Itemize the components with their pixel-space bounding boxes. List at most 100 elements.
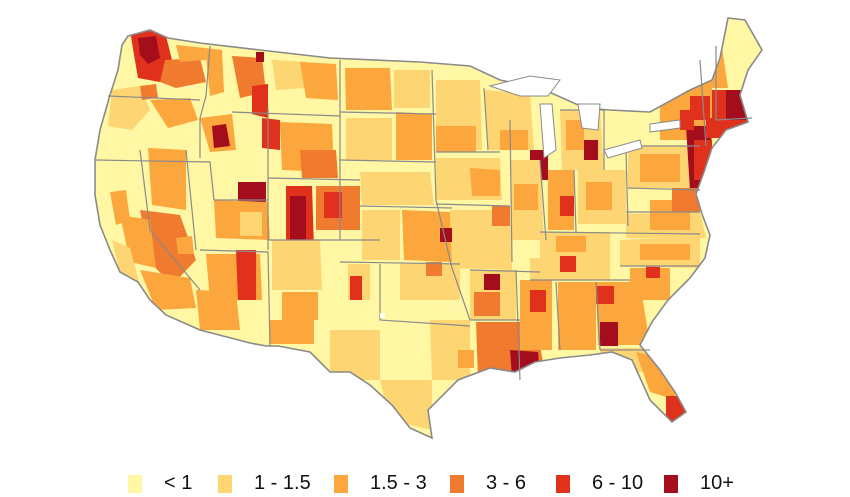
region-az-phx bbox=[236, 250, 256, 300]
region-new-orleans bbox=[510, 350, 540, 380]
region-nc-spots bbox=[640, 244, 690, 260]
region-ok-hot bbox=[350, 276, 362, 300]
border-sd-ne bbox=[339, 159, 437, 163]
border-il-in bbox=[539, 159, 547, 241]
region-wyoming-west bbox=[262, 118, 280, 150]
region-ne-coast bbox=[680, 110, 694, 130]
region-ga-hot bbox=[600, 322, 618, 346]
white-marker bbox=[380, 313, 385, 318]
region-idaho-north bbox=[205, 48, 224, 96]
border-wa-or bbox=[107, 95, 201, 101]
region-mo-stl bbox=[492, 206, 510, 226]
region-ca-coast bbox=[112, 240, 140, 285]
border-ms-al bbox=[555, 281, 561, 351]
us-map-svg bbox=[94, 17, 763, 439]
border-al-ga bbox=[595, 281, 601, 351]
border-id-wa-or bbox=[199, 45, 211, 158]
region-wa-east bbox=[176, 45, 206, 62]
region-atlanta bbox=[596, 286, 614, 304]
legend-swatch bbox=[556, 474, 570, 493]
border-ca-nv bbox=[139, 149, 201, 291]
region-oregon-central bbox=[150, 98, 198, 128]
region-idaho-hot bbox=[212, 124, 230, 148]
region-tx-west bbox=[330, 330, 380, 380]
region-ok-tulsa bbox=[426, 262, 442, 276]
region-ohio-spots bbox=[586, 182, 612, 210]
region-nm-north bbox=[272, 240, 322, 290]
region-portland bbox=[140, 84, 158, 100]
region-seattle-core bbox=[138, 36, 160, 64]
region-ar-spots bbox=[474, 292, 500, 316]
border-wy-co bbox=[267, 177, 361, 181]
legend-label: 1 - 1.5 bbox=[254, 472, 311, 494]
border-or-ca-nv bbox=[95, 159, 215, 201]
border-oh-pa bbox=[625, 149, 629, 227]
border-mo-ar bbox=[469, 269, 541, 273]
border-ia-il bbox=[509, 119, 513, 263]
region-montana-dot bbox=[256, 52, 264, 62]
legend-item: 3 - 6 bbox=[450, 470, 526, 497]
region-mn-south bbox=[436, 126, 476, 152]
region-pa-spots bbox=[640, 154, 680, 182]
region-colorado-front bbox=[324, 192, 342, 218]
border-pa-md bbox=[627, 187, 701, 191]
legend-label: 3 - 6 bbox=[486, 472, 527, 494]
region-il-spots bbox=[514, 184, 538, 210]
region-nd-east bbox=[394, 70, 430, 108]
border-ia-mo bbox=[435, 203, 511, 207]
region-nd-west bbox=[345, 68, 392, 110]
region-las-vegas bbox=[176, 236, 194, 254]
region-ar-hot bbox=[484, 274, 500, 290]
region-sd-east bbox=[396, 112, 432, 160]
state-borders bbox=[94, 17, 763, 439]
region-mi-spots bbox=[566, 120, 584, 150]
region-ne bbox=[360, 172, 434, 205]
region-ct-ri bbox=[706, 118, 726, 138]
region-ny-hot bbox=[690, 96, 710, 120]
border-mt-wy bbox=[231, 111, 341, 117]
lake-michigan bbox=[539, 103, 557, 159]
legend-swatch bbox=[450, 474, 464, 493]
region-ks-east bbox=[402, 210, 452, 262]
region-montana-hot bbox=[252, 84, 268, 118]
region-montana-central bbox=[272, 60, 306, 90]
region-nv-north bbox=[148, 148, 186, 210]
legend-label: < 1 bbox=[164, 472, 193, 494]
legend-swatch bbox=[128, 474, 142, 493]
border-ne-ks bbox=[359, 205, 453, 209]
region-ms-hot bbox=[530, 290, 546, 312]
region-indy bbox=[560, 196, 574, 216]
legend: < 1 1 - 1.5 1.5 - 3 3 - 6 6 - 10 10+ bbox=[0, 470, 850, 497]
great-lakes bbox=[488, 75, 681, 159]
legend-swatch bbox=[334, 474, 348, 493]
region-ca-south bbox=[140, 270, 196, 310]
border-az-nm bbox=[199, 249, 271, 347]
border-ny-ne bbox=[699, 59, 707, 147]
border-mn-wi bbox=[483, 87, 489, 151]
border-in-oh bbox=[573, 169, 577, 233]
region-houston bbox=[458, 350, 474, 368]
legend-label: 6 - 10 bbox=[592, 472, 644, 494]
border-ok-tx bbox=[379, 264, 471, 327]
county-shading-layer bbox=[98, 20, 762, 430]
region-detroit bbox=[584, 140, 598, 160]
border-ks-ok bbox=[339, 261, 461, 265]
legend-item: 1 - 1.5 bbox=[218, 470, 311, 497]
us-county-choropleth-map bbox=[94, 17, 763, 439]
region-nm-central bbox=[282, 292, 318, 320]
border-new-england bbox=[715, 46, 753, 121]
border-plains-east bbox=[431, 69, 471, 321]
border-nd-sd bbox=[339, 111, 437, 115]
region-nashville bbox=[560, 256, 576, 272]
legend-item: 6 - 10 bbox=[556, 470, 643, 497]
region-boston bbox=[726, 90, 748, 120]
region-nm-south bbox=[270, 320, 314, 344]
legend-item: 10+ bbox=[664, 470, 734, 497]
region-maryland bbox=[672, 188, 700, 212]
lake-superior bbox=[488, 75, 561, 97]
region-wi-spots bbox=[500, 130, 528, 150]
lake-erie bbox=[603, 139, 643, 159]
region-ky-spots bbox=[556, 236, 586, 252]
legend-label: 1.5 - 3 bbox=[370, 472, 427, 494]
border-nv-ut bbox=[185, 149, 197, 251]
